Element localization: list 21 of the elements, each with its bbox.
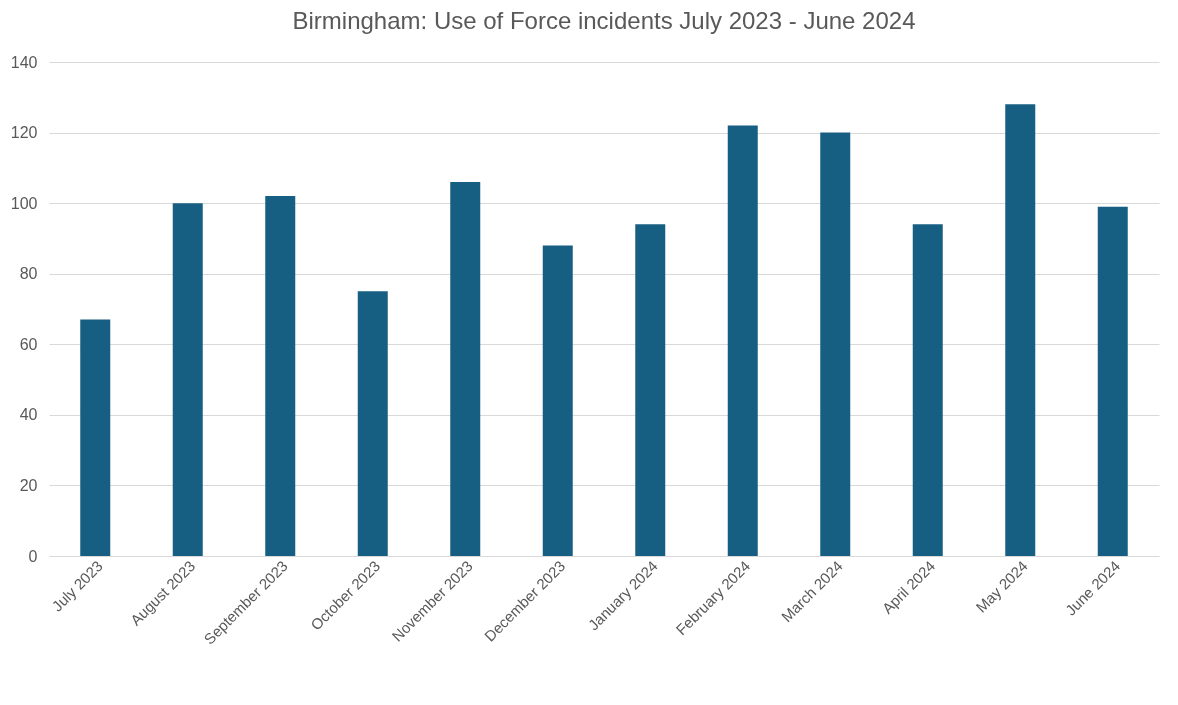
y-tick-label: 0 [28,547,38,565]
bar [450,181,481,556]
chart-title: Birmingham: Use of Force incidents July 2023 - June 2024 [292,7,916,34]
y-tick-label: 100 [10,194,38,212]
y-tick-label: 20 [19,476,38,494]
bar [357,291,388,556]
bar [1005,104,1036,556]
y-tick-label: 60 [19,335,38,353]
y-tick-label: 80 [19,265,38,283]
bar [820,132,851,556]
y-tick-label: 140 [10,53,38,71]
bar [635,224,666,556]
bar [80,319,111,556]
bar [542,245,573,556]
bar [172,203,203,556]
y-tick-label: 40 [19,406,38,424]
bar [1097,206,1128,556]
bar [265,196,296,556]
bar [912,224,943,556]
bar [727,125,758,556]
y-tick-label: 120 [10,124,38,142]
